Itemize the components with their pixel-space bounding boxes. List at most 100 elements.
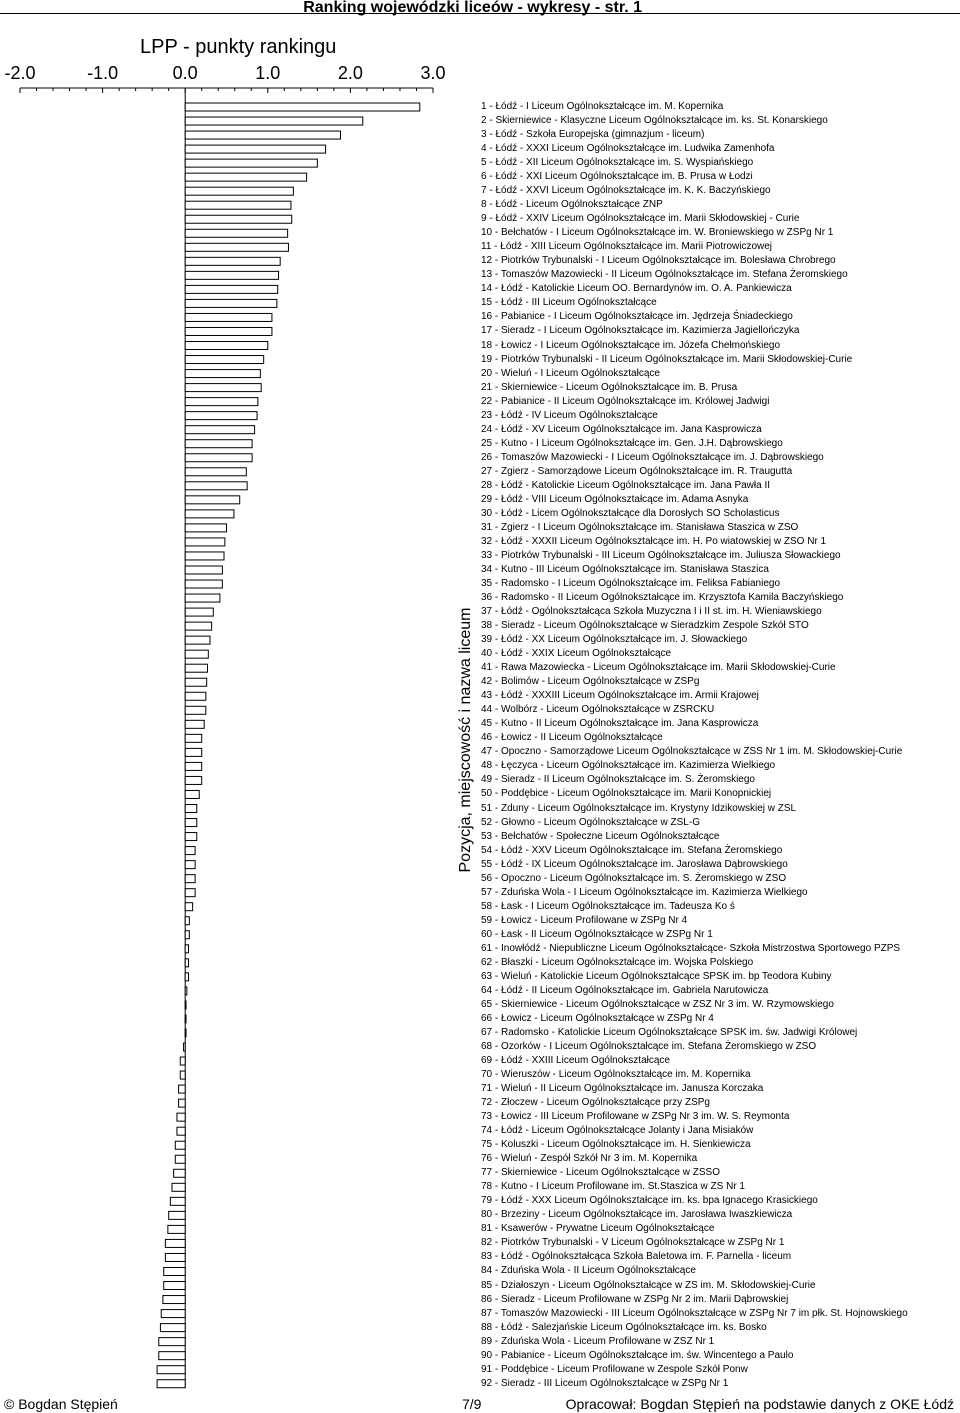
school-label: 71 - Wieluń - II Liceum Ogólnokształcące… <box>481 1083 764 1095</box>
school-label: 58 - Łask - I Liceum Ogólnokształcące im… <box>481 900 735 912</box>
x-tick-label: 1.0 <box>255 63 281 83</box>
chart-title: LPP - punkty rankingu <box>140 36 337 58</box>
bar <box>184 256 281 266</box>
source-note: Opracował: Bogdan Stępień na podstawie d… <box>565 1396 954 1412</box>
school-label: 82 - Piotrków Trybunalski - V Liceum Ogó… <box>481 1237 785 1249</box>
bar <box>173 1168 186 1178</box>
bar <box>184 1014 187 1024</box>
bar <box>184 537 226 547</box>
bar <box>184 102 421 112</box>
bar <box>184 481 248 491</box>
bar <box>184 621 213 631</box>
bar <box>178 1098 186 1108</box>
bar <box>184 284 279 294</box>
school-label: 68 - Ozorków - I Liceum Ogólnokształcące… <box>481 1041 817 1052</box>
bar <box>171 1182 186 1192</box>
school-label: 80 - Brzeziny - Liceum Ogólnokształcące … <box>481 1209 793 1221</box>
bar <box>178 1084 186 1094</box>
y-axis-label: Pozycja, miejscowość i nazwa liceum <box>457 607 474 873</box>
school-label: 36 - Radomsko - II Liceum Ogólnokształcą… <box>481 592 844 604</box>
school-label: 34 - Kutno - III Liceum Ogólnokształcące… <box>481 563 769 575</box>
school-label: 18 - Łowicz - I Liceum Ogólnokształcące … <box>481 339 781 351</box>
school-label: 13 - Tomaszów Mazowiecki - II Liceum Ogó… <box>481 269 848 281</box>
school-label: 17 - Sieradz - I Liceum Ogólnokształcące… <box>481 325 800 337</box>
school-label: 83 - Łódź - Ogólnokształcąca Szkoła Bale… <box>481 1251 792 1263</box>
bar <box>184 1028 187 1038</box>
school-label: 31 - Zgierz - I Liceum Ogólnokształcące … <box>481 521 799 533</box>
bar <box>184 986 188 996</box>
bar <box>163 1281 186 1291</box>
school-label: 20 - Wieluń - I Liceum Ogólnokształcące <box>481 367 660 379</box>
copyright-text: © Bogdan Stępień <box>4 1396 118 1412</box>
school-label: 74 - Łódź - Liceum Ogólnokształcące Jola… <box>481 1125 754 1137</box>
bar <box>184 397 259 407</box>
bar <box>184 860 196 870</box>
bar <box>184 298 278 308</box>
bar <box>158 1351 186 1361</box>
bar <box>159 1323 186 1333</box>
bar <box>184 958 190 968</box>
school-label: 64 - Łódź - II Liceum Ogólnokształcące i… <box>481 984 769 996</box>
bar <box>184 186 294 196</box>
bar <box>164 1238 186 1248</box>
school-label: 52 - Głowno - Liceum Ogólnokształcące w … <box>481 816 700 828</box>
bar <box>184 719 205 729</box>
school-label: 91 - Poddębice - Liceum Profilowane w Ze… <box>481 1363 748 1375</box>
school-label: 44 - Wolbórz - Liceum Ogólnokształcące w… <box>481 704 715 716</box>
school-label: 46 - Łowicz - II Liceum Ogólnokształcące <box>481 732 663 744</box>
page-header: Ranking wojewódzki liceów - wykresy - st… <box>0 0 960 16</box>
bar <box>184 888 196 898</box>
school-label: 61 - Inowłódź - Niepubliczne Liceum Ogól… <box>481 942 901 954</box>
bar <box>184 733 203 743</box>
bar <box>164 1252 186 1262</box>
school-label: 30 - Łódź - Licem Ogólnokształcące dla D… <box>481 507 780 519</box>
school-label: 19 - Piotrków Trybunalski - II Liceum Og… <box>481 353 853 365</box>
bar <box>184 593 221 603</box>
school-label: 84 - Zduńska Wola - II Liceum Ogólnokszt… <box>481 1265 696 1277</box>
school-label: 59 - Łowicz - Liceum Profilowane w ZSPg … <box>481 914 688 926</box>
school-label: 6 - Łódź - XXI Liceum Ogólnokształcące i… <box>481 171 753 183</box>
bar <box>184 439 253 449</box>
bar <box>184 341 269 351</box>
bar <box>184 832 198 842</box>
school-label: 86 - Sieradz - Liceum Profilowane w ZSPg… <box>481 1293 789 1305</box>
bar <box>163 1266 186 1276</box>
bar <box>183 1042 186 1052</box>
school-label: 2 - Skierniewice - Klasyczne Liceum Ogól… <box>481 115 828 127</box>
school-label: 81 - Ksawerów - Prywatne Liceum Ogólnoks… <box>481 1223 715 1235</box>
school-label: 88 - Łódź - Salezjańskie Liceum Ogólnoks… <box>481 1321 767 1333</box>
school-label: 32 - Łódź - XXXII Liceum Ogólnokształcąc… <box>481 535 827 547</box>
school-label: 73 - Łowicz - III Liceum Profilowane w Z… <box>481 1111 790 1123</box>
school-label: 66 - Łowicz - Liceum Ogólnokształcące w … <box>481 1012 714 1024</box>
school-label: 78 - Kutno - I Liceum Profilowane im. St… <box>481 1181 745 1193</box>
school-label: 45 - Kutno - II Liceum Ogólnokształcące … <box>481 718 759 730</box>
school-label: 12 - Piotrków Trybunalski - I Liceum Ogó… <box>481 255 836 267</box>
bar <box>162 1295 186 1305</box>
school-label: 5 - Łódź - XII Liceum Ogólnokształcące i… <box>481 157 754 169</box>
x-tick-label: 0.0 <box>172 63 198 83</box>
bar <box>169 1196 186 1206</box>
bar <box>184 411 258 421</box>
bar <box>184 677 208 687</box>
bar <box>184 144 327 154</box>
school-label: 38 - Sieradz - Liceum Ogólnokształcące w… <box>481 620 809 632</box>
bar <box>184 172 308 182</box>
bar <box>158 1337 186 1347</box>
school-label: 63 - Wieluń - Katolickie Liceum Ogólnoks… <box>481 970 832 982</box>
school-label: 47 - Opoczno - Samorządowe Liceum Ogólno… <box>481 746 903 758</box>
school-label: 51 - Zduny - Liceum Ogólnokształcące im.… <box>481 802 797 814</box>
bar <box>184 270 280 280</box>
bar <box>184 804 198 813</box>
school-label: 15 - Łódź - III Liceum Ogólnokształcące <box>481 297 657 309</box>
school-label: 50 - Poddębice - Liceum Ogólnokształcące… <box>481 788 772 800</box>
school-label: 42 - Bolimów - Liceum Ogólnokształcące w… <box>481 676 700 688</box>
bar <box>184 312 273 322</box>
bar <box>184 761 203 771</box>
school-label: 40 - Łódź - XXIX Liceum Ogólnokształcące <box>481 648 672 660</box>
bar <box>184 930 190 940</box>
bar <box>168 1210 186 1220</box>
school-label: 4 - Łódź - XXXI Liceum Ogólnokształcące … <box>481 143 775 155</box>
bar <box>184 607 214 617</box>
bar <box>179 1070 186 1080</box>
school-label: 90 - Pabianice - Liceum Ogólnokształcące… <box>481 1349 794 1361</box>
